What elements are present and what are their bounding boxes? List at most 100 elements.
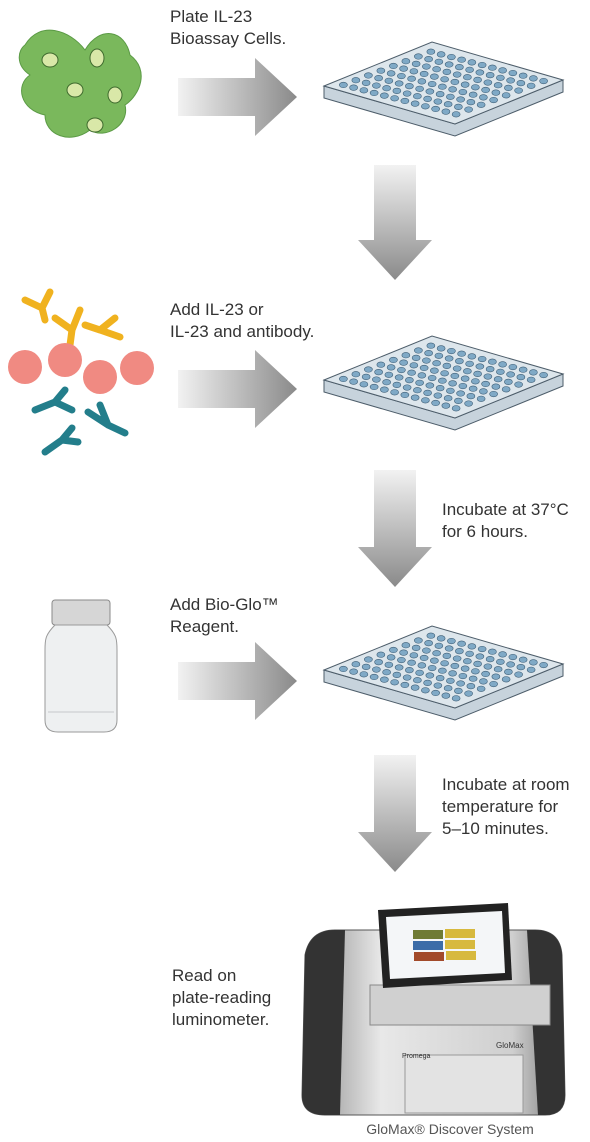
well	[407, 75, 416, 82]
well	[458, 382, 468, 390]
well	[361, 373, 371, 380]
well	[397, 72, 406, 80]
well	[430, 657, 439, 664]
antibody	[21, 288, 54, 324]
well	[460, 81, 470, 88]
well	[419, 654, 429, 662]
well	[451, 695, 461, 702]
well	[452, 71, 462, 78]
well	[413, 387, 422, 394]
well	[369, 383, 379, 391]
well	[433, 98, 443, 105]
well	[465, 360, 474, 367]
well	[506, 371, 515, 378]
well	[389, 62, 398, 70]
well	[442, 652, 452, 659]
well	[424, 350, 433, 357]
well	[374, 369, 383, 376]
well	[444, 61, 454, 68]
well	[456, 390, 465, 397]
well	[477, 645, 487, 653]
well	[504, 378, 513, 385]
well	[427, 374, 437, 382]
screen-tile	[445, 940, 475, 949]
well	[491, 383, 501, 390]
well	[433, 392, 443, 399]
well	[491, 673, 501, 680]
well	[471, 668, 480, 675]
well	[464, 400, 473, 407]
well	[444, 355, 454, 362]
well	[438, 377, 447, 384]
well	[481, 86, 490, 94]
step-label: luminometer.	[172, 1010, 269, 1029]
well	[441, 692, 451, 699]
well	[442, 68, 452, 75]
well	[361, 79, 371, 86]
screen-tile	[413, 930, 443, 939]
well	[443, 101, 453, 108]
well	[409, 362, 419, 369]
well	[380, 386, 389, 393]
well	[394, 374, 404, 381]
well	[417, 78, 427, 85]
well	[493, 666, 503, 673]
well	[471, 84, 480, 91]
cell-cluster	[18, 29, 142, 138]
step-label: Reagent.	[170, 617, 239, 636]
arrow	[358, 165, 432, 280]
well	[475, 653, 485, 660]
well	[390, 679, 399, 686]
labels: Plate IL-23 Bioassay Cells. Add IL-23 or IL…	[170, 7, 570, 1029]
well	[443, 395, 453, 402]
well	[454, 397, 463, 404]
well	[455, 64, 464, 71]
well	[361, 663, 371, 670]
well	[349, 378, 358, 385]
well	[438, 83, 447, 90]
well	[339, 81, 348, 89]
well	[407, 659, 416, 666]
well	[402, 90, 412, 97]
well	[516, 374, 526, 381]
well	[457, 640, 466, 647]
well	[436, 635, 446, 642]
well	[384, 77, 394, 84]
bottle-body	[44, 624, 118, 733]
well	[491, 89, 501, 96]
arrow	[358, 755, 432, 872]
well	[417, 662, 427, 669]
well	[405, 667, 414, 674]
well	[424, 56, 433, 63]
cells-icon	[18, 29, 142, 138]
well	[349, 84, 358, 91]
well	[425, 382, 435, 389]
well	[504, 668, 513, 675]
well	[518, 366, 528, 373]
well	[414, 53, 423, 60]
well	[501, 386, 511, 393]
well	[386, 654, 396, 661]
step-label: temperature for	[442, 797, 559, 816]
well	[498, 651, 507, 658]
well	[427, 664, 437, 672]
instrument-tray	[369, 984, 551, 1026]
well	[392, 671, 402, 678]
well	[483, 79, 493, 86]
well	[450, 372, 460, 380]
well	[425, 672, 435, 679]
well	[518, 656, 528, 663]
well	[399, 359, 408, 366]
well	[467, 59, 477, 66]
well	[372, 82, 381, 89]
instrument-brand: Promega	[402, 1053, 431, 1060]
well	[359, 671, 369, 678]
well	[465, 66, 474, 73]
well	[460, 375, 470, 382]
well	[380, 676, 389, 683]
well	[419, 364, 429, 372]
well	[498, 67, 507, 74]
well	[410, 100, 420, 107]
well	[389, 356, 398, 364]
nucleus	[41, 52, 59, 68]
